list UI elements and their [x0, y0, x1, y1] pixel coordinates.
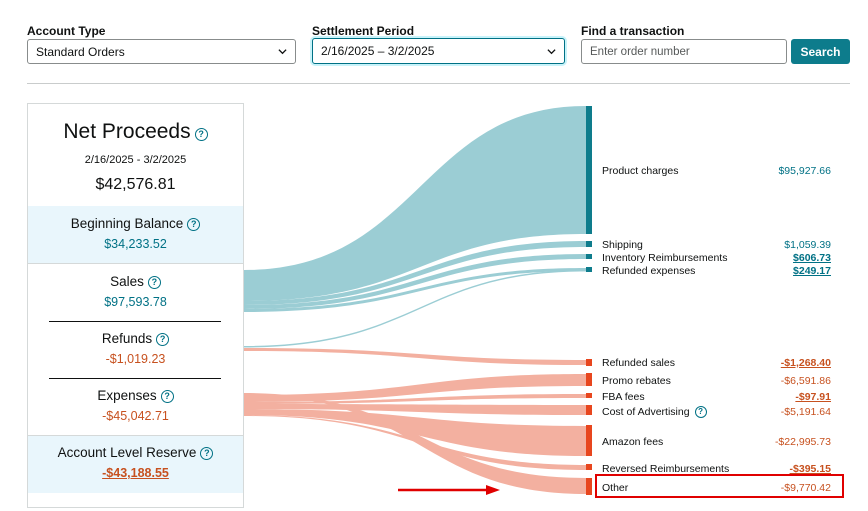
category-value-product-charges: $95,927.66 — [778, 165, 831, 177]
flow-refunded-expenses — [244, 268, 586, 312]
category-value-fba-fees[interactable]: -$97.91 — [795, 391, 831, 403]
category-label-refunded-sales: Refunded sales — [602, 357, 675, 369]
category-value-reversed-reimbursements[interactable]: -$395.15 — [789, 463, 831, 475]
annotation-highlight-box — [595, 474, 844, 498]
category-value-other: -$9,770.42 — [780, 482, 831, 494]
divider — [28, 435, 243, 436]
category-nodes — [586, 106, 592, 495]
divider — [49, 321, 221, 322]
chevron-down-icon — [547, 48, 556, 54]
category-value-cost-of-advertising: -$5,191.64 — [780, 406, 831, 418]
account-level-reserve-label: Account Level Reserve — [57, 445, 197, 460]
find-transaction-label: Find a transaction — [581, 24, 685, 38]
flow-promo-rebates — [244, 374, 586, 402]
beginning-balance-value: $34,233.52 — [104, 237, 167, 251]
expenses-section: Expenses? -$45,042.71 — [28, 379, 243, 435]
sales-value: $97,593.78 — [104, 295, 167, 309]
help-icon[interactable]: ? — [187, 218, 201, 231]
expenses-value: -$45,042.71 — [102, 409, 169, 423]
expenses-label: Expenses — [97, 388, 157, 403]
search-button[interactable]: Search — [791, 39, 850, 64]
help-icon[interactable]: ? — [194, 128, 208, 141]
flow-shipping — [244, 241, 586, 305]
help-icon[interactable]: ? — [694, 406, 707, 418]
refunds-label: Refunds — [101, 331, 153, 346]
category-value-inventory-reimbursements[interactable]: $606.73 — [793, 252, 831, 264]
beginning-balance-section: Beginning Balance? $34,233.52 — [28, 206, 243, 263]
account-type-label: Account Type — [27, 24, 106, 38]
help-icon[interactable]: ? — [147, 276, 161, 289]
refunds-section: Refunds? -$1,019.23 — [28, 322, 243, 378]
sales-label: Sales — [110, 274, 144, 289]
category-label-refunded-expenses: Refunded expenses — [602, 265, 696, 277]
sales-section: Sales? $97,593.78 — [28, 264, 243, 321]
flow-product-charges — [244, 106, 586, 301]
divider — [28, 263, 243, 264]
category-value-refunded-expenses[interactable]: $249.17 — [793, 265, 831, 277]
annotation-arrow — [398, 485, 500, 495]
account-type-value: Standard Orders — [36, 44, 125, 59]
flow-other — [244, 393, 586, 494]
help-icon[interactable]: ? — [160, 390, 174, 403]
order-number-input[interactable] — [581, 39, 787, 64]
net-proceeds-amount: $42,576.81 — [95, 176, 176, 193]
account-type-select[interactable]: Standard Orders — [27, 39, 296, 64]
beginning-balance-label: Beginning Balance — [70, 216, 184, 231]
chevron-down-icon — [278, 49, 287, 55]
help-icon[interactable]: ? — [156, 333, 170, 346]
category-label-shipping: Shipping — [602, 239, 643, 251]
category-label-other: Other — [602, 482, 629, 494]
category-value-promo-rebates: -$6,591.86 — [780, 375, 831, 387]
category-value-shipping: $1,059.39 — [784, 239, 831, 251]
category-label-inventory-reimbursements: Inventory Reimbursements — [602, 252, 728, 264]
category-label-product-charges: Product charges — [602, 165, 679, 177]
net-proceeds-section: Net Proceeds? 2/16/2025 - 3/2/2025 $42,5… — [28, 104, 243, 206]
category-label-reversed-reimbursements: Reversed Reimbursements — [602, 463, 730, 475]
category-label-amazon-fees: Amazon fees — [602, 436, 664, 448]
flow-reversed-reimbursements — [244, 415, 586, 470]
account-level-reserve-section: Account Level Reserve? -$43,188.55 — [28, 436, 243, 493]
cost-of-advertising-text: Cost of Advertising — [602, 406, 690, 418]
net-proceeds-title: Net Proceeds — [63, 120, 191, 143]
category-value-refunded-sales[interactable]: -$1,268.40 — [780, 357, 831, 369]
refunds-value: -$1,019.23 — [105, 352, 166, 366]
summary-panel: Net Proceeds? 2/16/2025 - 3/2/2025 $42,5… — [27, 103, 244, 508]
flow-amazon-fees — [244, 409, 586, 456]
help-icon[interactable]: ? — [200, 447, 214, 460]
category-value-amazon-fees: -$22,995.73 — [774, 436, 831, 448]
flow-cost-of-advertising — [244, 404, 586, 415]
settlement-period-select[interactable]: 2/16/2025 – 3/2/2025 — [312, 38, 565, 64]
divider — [49, 378, 221, 379]
flow-refunded-sales — [244, 348, 586, 365]
net-proceeds-dates: 2/16/2025 - 3/2/2025 — [84, 154, 187, 166]
settlement-period-label: Settlement Period — [312, 24, 415, 38]
category-label-promo-rebates: Promo rebates — [602, 375, 671, 387]
category-label-fba-fees: FBA fees — [602, 391, 645, 403]
account-level-reserve-value[interactable]: -$43,188.55 — [102, 466, 169, 480]
settlement-period-value: 2/16/2025 – 3/2/2025 — [321, 44, 435, 58]
header-divider — [27, 83, 850, 84]
flow-inventory-reimbursements — [244, 254, 586, 309]
category-label-cost-of-advertising: Cost of Advertising? — [602, 406, 707, 418]
